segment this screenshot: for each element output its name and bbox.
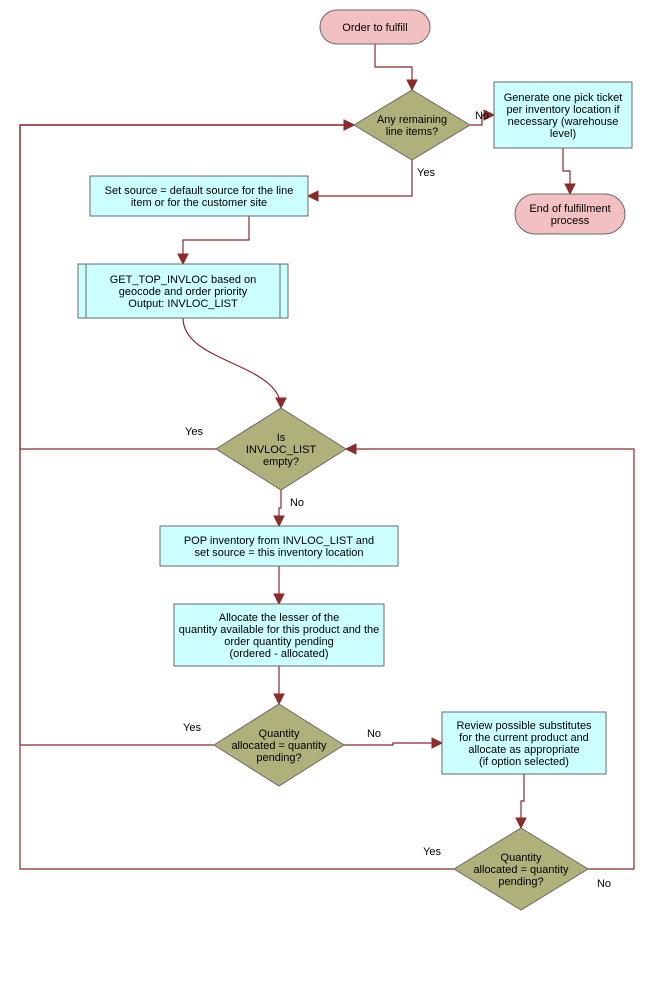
node-text: geocode and order priority	[119, 286, 248, 298]
node-text: line items?	[386, 126, 439, 138]
node-text: Output: INVLOC_LIST	[128, 298, 238, 310]
edge: Yes	[308, 160, 435, 201]
edge-label: No	[367, 728, 381, 740]
node-d_q1: Quantityallocated = quantitypending?	[214, 704, 344, 786]
node-sub_get: GET_TOP_INVLOC based ongeocode and order…	[78, 264, 288, 318]
node-p_pop: POP inventory from INVLOC_LIST andset so…	[160, 526, 398, 566]
node-d_any: Any remainingline items?	[354, 90, 470, 160]
node-text: per inventory location if	[506, 104, 620, 116]
edge-label: No	[290, 497, 304, 509]
node-text: (if option selected)	[479, 756, 569, 768]
node-text: Quantity	[501, 852, 542, 864]
edge-label: Yes	[417, 167, 435, 179]
edge-label: No	[597, 878, 611, 890]
node-text: pending?	[256, 752, 301, 764]
node-text: INVLOC_LIST	[246, 444, 317, 456]
node-text: Generate one pick ticket	[504, 92, 623, 104]
node-text: quantity available for this product and …	[179, 624, 380, 636]
node-text: Set source = default source for the line	[105, 185, 294, 197]
node-d_q2: Quantityallocated = quantitypending?	[454, 828, 588, 910]
edge: No	[274, 490, 304, 526]
edge	[274, 666, 284, 704]
node-text: allocate as appropriate	[468, 744, 579, 756]
node-p_alloc: Allocate the lesser of thequantity avail…	[174, 604, 384, 666]
node-text: POP inventory from INVLOC_LIST and	[184, 535, 374, 547]
node-end: End of fulfillmentprocess	[515, 194, 625, 234]
flowchart-canvas: No Yes Yes No Yes No Yes No Order to fulfill Any …	[0, 0, 652, 990]
node-text: order quantity pending	[224, 636, 333, 648]
node-start: Order to fulfill	[320, 10, 430, 44]
edge	[516, 774, 526, 828]
edge: No	[344, 728, 442, 748]
edge-label: Yes	[183, 722, 201, 734]
node-text: empty?	[263, 456, 299, 468]
edge: No	[346, 444, 634, 890]
node-text: allocated = quantity	[231, 740, 327, 752]
edge	[274, 566, 284, 604]
edge	[375, 44, 417, 90]
node-text: process	[551, 215, 590, 227]
node-text: Is	[277, 432, 286, 444]
node-text: Order to fulfill	[342, 22, 407, 34]
node-p_gen: Generate one pick ticketper inventory lo…	[494, 82, 632, 148]
edge-label: Yes	[423, 846, 441, 858]
node-text: pending?	[498, 876, 543, 888]
node-text: Quantity	[259, 728, 300, 740]
edge	[563, 148, 575, 194]
node-p_rev: Review possible substitutesfor the curre…	[442, 712, 606, 774]
node-text: Review possible substitutes	[456, 720, 592, 732]
edge	[183, 318, 286, 408]
node-text: End of fulfillment	[529, 203, 610, 215]
node-text: GET_TOP_INVLOC based on	[110, 274, 257, 286]
edge	[178, 216, 249, 264]
node-text: set source = this inventory location	[194, 547, 363, 559]
node-d_empty: IsINVLOC_LISTempty?	[216, 408, 346, 490]
node-text: allocated = quantity	[473, 864, 569, 876]
node-text: necessary (warehouse	[508, 116, 619, 128]
node-text: item or for the customer site	[131, 197, 267, 209]
node-text: Allocate the lesser of the	[219, 612, 339, 624]
edge-label: Yes	[185, 426, 203, 438]
node-text: (ordered - allocated)	[229, 648, 328, 660]
node-text: Any remaining	[377, 114, 447, 126]
edge-label: No	[475, 110, 489, 122]
edge: No	[470, 110, 494, 125]
node-p_src: Set source = default source for the line…	[90, 176, 308, 216]
node-text: level)	[550, 128, 576, 140]
node-text: for the current product and	[459, 732, 589, 744]
